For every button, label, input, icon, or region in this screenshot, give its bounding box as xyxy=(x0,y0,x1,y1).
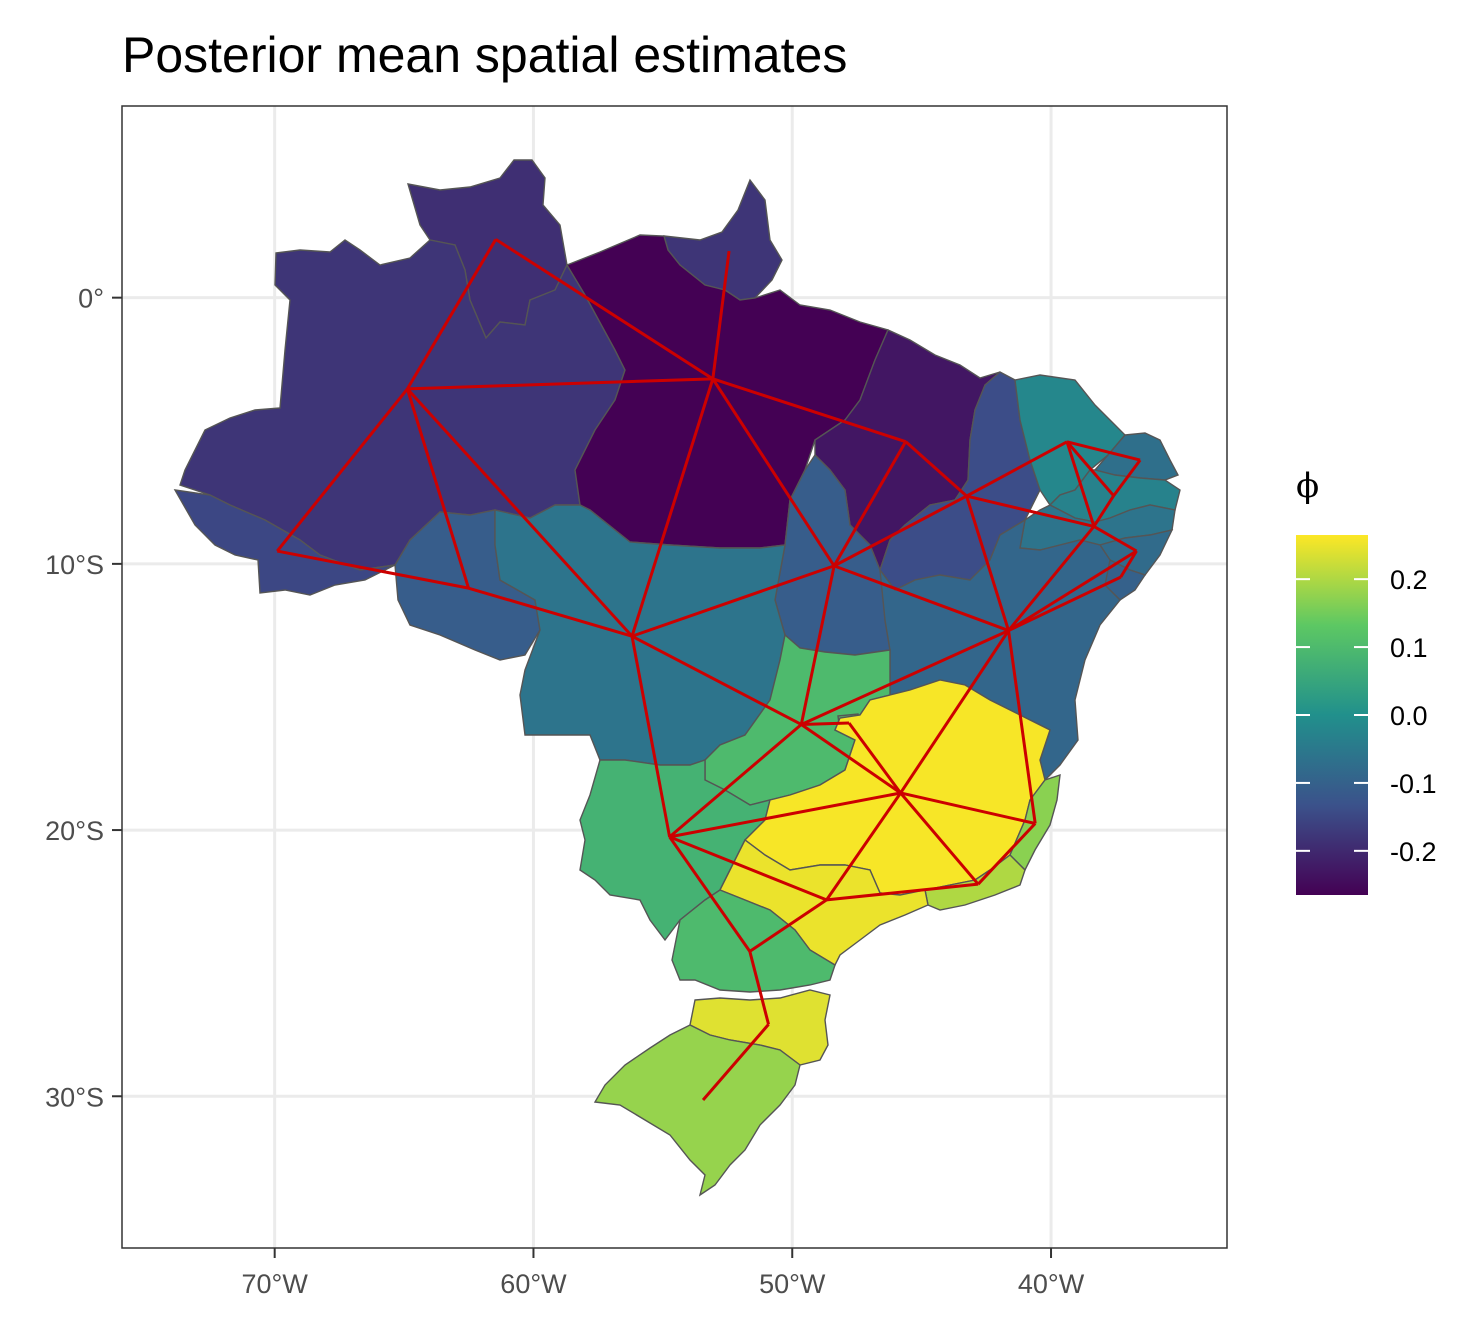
edge-MS-SP xyxy=(669,835,828,902)
edge-RJ-SP xyxy=(826,882,979,902)
edge-MA-TO xyxy=(832,440,907,567)
edge-SE-BA xyxy=(1007,575,1122,632)
edge-GO-DF xyxy=(801,721,850,726)
edge-MA-PI xyxy=(904,440,968,498)
x-tick-label: 70°W xyxy=(242,1269,309,1299)
region-RS xyxy=(593,1024,801,1197)
edge-GO-MS xyxy=(668,723,803,839)
edge-PB-PE xyxy=(1092,494,1115,528)
y-tick-label: 0° xyxy=(78,284,104,314)
edge-AC-RO xyxy=(276,549,469,590)
edge-PA-MA xyxy=(712,377,907,444)
panel-border xyxy=(121,105,1228,1249)
legend-title: ϕ xyxy=(1296,466,1319,506)
edge-AP-PA xyxy=(711,250,731,380)
legend-tick-label: -0.2 xyxy=(1390,837,1437,867)
edge-RR-PA xyxy=(494,238,714,381)
edge-PI-PE xyxy=(966,494,1095,528)
edge-MT-MS xyxy=(630,635,672,838)
y-tick-label: 30°S xyxy=(45,1082,104,1112)
edge-AM-AC xyxy=(276,387,409,552)
legend-tick-label: -0.1 xyxy=(1390,769,1437,799)
legend: ϕ 0.2 0.1 0.0 -0.1 -0.2 xyxy=(1296,466,1437,895)
edge-PA-MT xyxy=(630,378,715,637)
edge-ES-RJ xyxy=(977,822,1037,886)
edge-DF-MG xyxy=(847,722,902,794)
edge-MG-SP xyxy=(825,792,902,901)
edge-PI-TO xyxy=(833,494,968,568)
edge-PR-SC xyxy=(748,951,770,1025)
edge-BA-MG xyxy=(899,629,1010,794)
edge-MS-MG xyxy=(669,791,901,839)
x-tick-label: 60°W xyxy=(500,1269,567,1299)
edge-MG-RJ xyxy=(899,791,980,886)
edge-SP-PR xyxy=(748,898,828,953)
edge-PE-BA xyxy=(1007,525,1096,632)
edge-CE-PE xyxy=(1065,441,1096,527)
legend-tick-label: 0.1 xyxy=(1390,633,1428,663)
edge-MG-ES xyxy=(900,791,1036,825)
edge-SC-RS xyxy=(701,1023,770,1101)
y-tick-label: 10°S xyxy=(45,550,104,580)
x-tick-label: 40°W xyxy=(1018,1269,1085,1299)
edge-AL-BA xyxy=(1007,549,1138,632)
edge-BA-GO xyxy=(800,629,1010,726)
y-tick-label: 20°S xyxy=(45,816,104,846)
edge-AM-MT xyxy=(406,387,634,638)
legend-ticks: 0.2 0.1 0.0 -0.1 -0.2 xyxy=(1296,565,1437,867)
plot-title: Posterior mean spatial estimates xyxy=(122,27,848,83)
edge-MS-PR xyxy=(668,836,752,953)
region-PR xyxy=(671,889,836,993)
legend-tick-label: 0.2 xyxy=(1390,565,1428,595)
edge-PE-AL xyxy=(1093,525,1138,553)
x-axis: 70°W 60°W 50°W 40°W xyxy=(242,1248,1085,1299)
y-axis: 0° 10°S 20°S 30°S xyxy=(45,284,122,1112)
edge-AM-PA xyxy=(407,377,713,391)
edge-GO-MG xyxy=(800,723,902,795)
edge-PI-CE xyxy=(965,440,1068,498)
x-tick-label: 50°W xyxy=(759,1269,826,1299)
edge-RO-MT xyxy=(468,586,633,638)
edge-BA-ES xyxy=(1007,630,1037,824)
edge-PA-TO xyxy=(711,378,836,567)
edge-TO-BA xyxy=(833,564,1010,632)
edge-PI-BA xyxy=(965,495,1010,632)
edge-TO-MT xyxy=(631,564,835,638)
edge-CE-PB xyxy=(1065,440,1115,497)
edge-MT-GO xyxy=(631,634,802,726)
edge-RR-AM xyxy=(406,238,498,390)
edge-AL-SE xyxy=(1119,550,1138,578)
edge-CE-RN xyxy=(1066,440,1141,462)
edge-AM-RO xyxy=(405,388,470,589)
edge-RN-PB xyxy=(1112,459,1142,497)
legend-tick-label: 0.0 xyxy=(1390,701,1428,731)
edge-TO-GO xyxy=(799,565,836,725)
neighbor-edges xyxy=(276,238,1142,1101)
